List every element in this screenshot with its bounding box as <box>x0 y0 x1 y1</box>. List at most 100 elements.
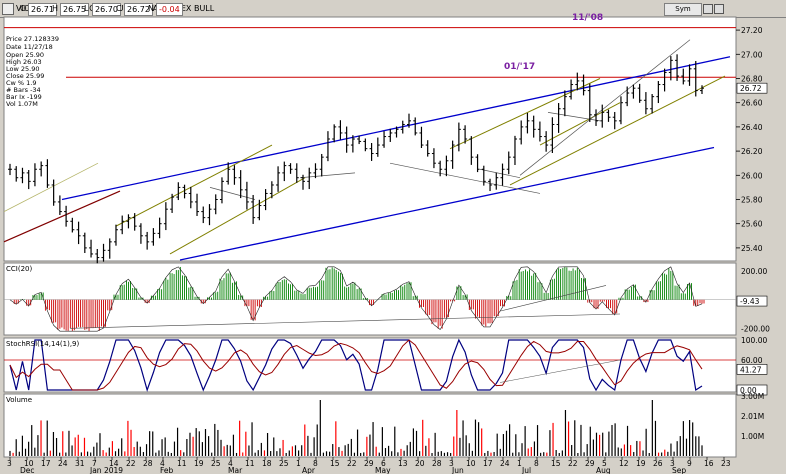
net-label: N <box>148 4 154 13</box>
x-tick-label: 10 <box>24 459 34 468</box>
x-tick-label: 28 <box>432 459 442 468</box>
x-tick-label: 11 <box>177 459 187 468</box>
x-tick-label: 25 <box>279 459 289 468</box>
info-open: Open 25.90 <box>6 51 44 59</box>
x-tick-label: 10 <box>466 459 476 468</box>
header-bar: VICX:US D - INVESCO DB US DOLLAR INDEX B… <box>0 0 786 18</box>
stoch-trend-line <box>499 359 621 383</box>
trend-line-dark-red <box>3 190 121 243</box>
month-label: Sep <box>672 466 686 474</box>
info-bars: # Bars -34 <box>6 86 41 94</box>
x-tick-label: 8 <box>313 459 318 468</box>
stochrsi-plot <box>4 338 736 392</box>
x-tick-label: 14 <box>109 459 119 468</box>
x-tick-label: 4 <box>160 459 165 468</box>
stoch-last-label-2: 0.00 <box>740 386 757 395</box>
info-date: Date 11/27/18 <box>6 43 53 51</box>
x-tick-label: 5 <box>602 459 607 468</box>
cci-trend-line <box>69 313 621 329</box>
x-tick-label: 18 <box>262 459 272 468</box>
annotation-mid-line: 01/'17 <box>504 62 535 72</box>
x-tick-label: 22 <box>126 459 136 468</box>
price-tick-label: 26.00 <box>741 171 763 180</box>
menu-icon[interactable] <box>714 4 724 14</box>
cci-tick-label: 200.00 <box>741 267 767 276</box>
price-tick-label: 26.20 <box>741 147 763 156</box>
price-tick-label: 26.80 <box>741 75 763 84</box>
symbol-button[interactable]: Sym <box>664 3 702 16</box>
price-tick-label: 26.60 <box>741 99 763 108</box>
cci-line <box>9 266 703 332</box>
cci-title: CCI(20) <box>6 265 32 273</box>
x-tick-label: 1 <box>296 459 301 468</box>
price-tick-label: 26.40 <box>741 123 763 132</box>
stoch-title: StochRSI(14,14(1),9) <box>6 340 79 348</box>
month-label: Apr <box>302 466 316 474</box>
info-cw: Cw % 1.9 <box>6 79 37 87</box>
gray-trend-line-1 <box>479 168 521 179</box>
info-barix: Bar Ix -199 <box>6 93 42 101</box>
low-field: 26.70 <box>92 3 121 16</box>
volume-title: Volume <box>6 396 32 404</box>
x-tick-label: 28 <box>143 459 153 468</box>
x-tick-label: 24 <box>58 459 68 468</box>
x-tick-label: 17 <box>41 459 51 468</box>
x-tick-label: 15 <box>551 459 561 468</box>
last-price-box <box>736 82 768 94</box>
olive-channel-line-0 <box>115 144 273 227</box>
x-tick-label: 3 <box>7 459 12 468</box>
window-icon[interactable] <box>2 3 14 15</box>
info-low: Low 25.90 <box>6 65 39 73</box>
x-tick-label: 29 <box>585 459 595 468</box>
volume-tick-label: 1.00M <box>741 432 764 441</box>
x-tick-label: 16 <box>704 459 714 468</box>
x-tick-label: 12 <box>619 459 629 468</box>
olive-channel-line-4 <box>539 102 621 146</box>
x-tick-label: 24 <box>500 459 510 468</box>
x-tick-label: 31 <box>75 459 85 468</box>
stoch-tick-label: 100.00 <box>741 336 767 345</box>
stoch-last-box-2 <box>736 384 768 396</box>
volume-tick-label: 3.00M <box>741 392 764 401</box>
open-label: O <box>20 4 27 13</box>
x-tick-label: 19 <box>636 459 646 468</box>
x-tick-label: 20 <box>415 459 425 468</box>
trend-line-light <box>3 162 99 212</box>
olive-channel-line-3 <box>509 75 726 186</box>
gray-trend-line-0 <box>389 162 541 194</box>
close-field: 26.72 <box>124 3 153 16</box>
stoch-last-label: 41.27 <box>740 365 762 374</box>
x-tick-label: 9 <box>687 459 692 468</box>
cci-pane <box>3 262 737 336</box>
cci-last-label: -9.43 <box>740 297 760 306</box>
info-high: High 26.03 <box>6 58 42 66</box>
month-label: Aug <box>596 466 611 474</box>
lock-icon[interactable] <box>703 4 713 14</box>
price-tick-label: 27.20 <box>741 26 763 35</box>
x-tick-label: 26 <box>653 459 663 468</box>
x-tick-label: 22 <box>568 459 578 468</box>
cci-trend-line-2 <box>499 285 607 312</box>
price-tick-label: 25.80 <box>741 196 763 205</box>
x-tick-label: 4 <box>228 459 233 468</box>
cci-last-box <box>736 295 768 307</box>
olive-channel-line-2 <box>449 78 601 150</box>
x-tick-label: 17 <box>483 459 493 468</box>
olive-channel-line-1 <box>169 177 306 255</box>
month-label: Feb <box>160 466 174 474</box>
info-price: Price 27.128339 <box>6 35 59 43</box>
open-field: 26.71 <box>28 3 57 16</box>
annotation-top-line: 11/'08 <box>572 13 603 23</box>
channel-lower-line <box>179 146 715 261</box>
cci-plot <box>4 266 736 332</box>
gray-trend-line-3 <box>547 112 601 122</box>
month-label: Dec <box>20 466 35 474</box>
x-tick-label: 15 <box>330 459 340 468</box>
month-label: Jan 2019 <box>89 466 123 474</box>
info-close: Close 25.99 <box>6 72 44 80</box>
x-tick-label: 8 <box>534 459 539 468</box>
stoch-d-line <box>9 339 703 391</box>
low-label: L <box>84 4 89 13</box>
cci-tick-label: -200.00 <box>741 324 770 333</box>
